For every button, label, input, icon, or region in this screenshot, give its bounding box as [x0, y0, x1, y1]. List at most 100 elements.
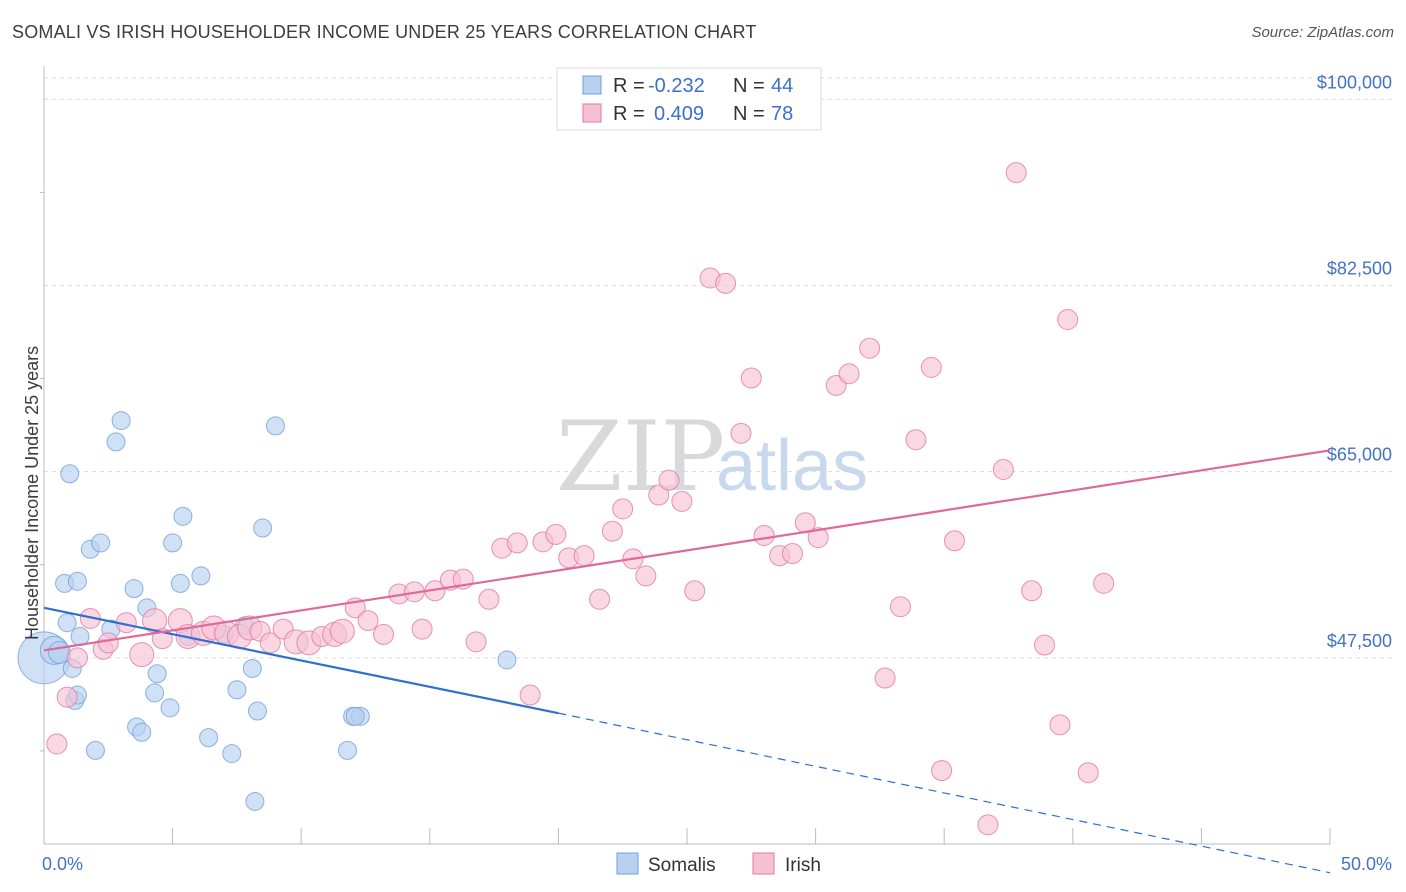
irish-point-44 [601, 520, 623, 542]
y-tick-label-2: $82,500 [1327, 258, 1392, 278]
irish-point-37 [506, 532, 528, 554]
legend-somalis-n-label: N = [733, 75, 765, 97]
irish-point-18 [259, 632, 281, 654]
somalis-point-28 [191, 566, 211, 586]
watermark: ZIP atlas [556, 401, 868, 513]
irish-point-77 [1077, 762, 1099, 784]
somalis-point-14 [106, 432, 126, 452]
somalis-point-8 [60, 464, 80, 484]
somalis-point-43 [345, 706, 365, 726]
bottom-legend-somalis: Somalis [648, 855, 716, 876]
legend-somalis-r-value: -0.232 [648, 75, 705, 97]
irish-point-48 [648, 484, 670, 506]
irish-point-45 [612, 498, 634, 520]
somalis-point-12 [85, 740, 105, 760]
irish-point-43 [589, 588, 611, 610]
grid [44, 77, 1392, 659]
x-tick-label-1: 50.0% [1341, 854, 1392, 874]
somalis-point-21 [145, 683, 165, 703]
irish-point-70 [977, 814, 999, 836]
legend-irish-r-value: 0.409 [654, 103, 704, 125]
irish-point-2 [66, 647, 88, 669]
irish-point-5 [97, 632, 119, 654]
irish-point-7 [129, 642, 155, 668]
irish-point-68 [931, 760, 953, 782]
irish-point-50 [671, 490, 693, 512]
somalis-point-4 [57, 613, 77, 633]
irish-point-58 [781, 543, 803, 565]
somalis-point-39 [337, 740, 357, 760]
legend-irish-r-label: R = [613, 103, 645, 125]
x-tick-label-0: 0.0% [42, 854, 83, 874]
legend-swatch-somalis [582, 75, 602, 95]
irish-point-73 [1021, 580, 1043, 602]
irish-point-47 [635, 565, 657, 587]
irish-point-53 [715, 272, 737, 294]
somalis-point-19 [132, 722, 152, 742]
somalis-point-36 [253, 518, 273, 538]
bottom-legend-swatch-somalis [616, 852, 639, 875]
somalis-point-2 [47, 641, 71, 664]
irish-point-38 [519, 684, 541, 706]
irish-point-56 [753, 524, 775, 546]
irish-point-30 [411, 618, 433, 640]
somalis-point-23 [160, 698, 180, 718]
legend-swatch-irish [582, 103, 602, 123]
irish-point-60 [807, 527, 829, 549]
irish-point-51 [684, 580, 706, 602]
irish-point-76 [1057, 309, 1079, 331]
somalis-point-37 [245, 791, 265, 811]
irish-point-69 [943, 530, 965, 552]
irish-point-67 [920, 356, 942, 378]
legend-irish-n-value: 78 [771, 103, 793, 125]
bottom-legend-irish: Irish [785, 855, 821, 876]
irish-point-75 [1049, 714, 1071, 736]
irish-point-62 [838, 363, 860, 385]
chart-title: SOMALI VS IRISH HOUSEHOLDER INCOME UNDER… [12, 22, 757, 42]
irish-trend-line [43, 449, 1331, 652]
irish-point-34 [465, 631, 487, 653]
irish-point-42 [573, 545, 595, 567]
y-tick-label-3: $100,000 [1317, 72, 1392, 92]
irish-point-54 [730, 422, 752, 444]
bottom-legend-swatch-irish [752, 852, 775, 875]
irish-point-49 [658, 469, 680, 491]
irish-point-26 [357, 610, 379, 632]
irish-point-74 [1034, 634, 1056, 656]
chart-source: Source: ZipAtlas.com [1251, 24, 1394, 41]
somalis-point-13 [91, 533, 111, 553]
somalis-trend-line [43, 606, 559, 715]
irish-point-63 [859, 337, 881, 359]
legend-irish-n-label: N = [733, 103, 765, 125]
irish-point-0 [46, 733, 68, 755]
y-axis-label: Householder Income Under 25 years [22, 346, 42, 640]
irish-point-65 [889, 596, 911, 618]
irish-point-27 [373, 623, 395, 645]
somalis-point-42 [497, 650, 517, 670]
somalis-point-34 [242, 658, 262, 678]
y-tick-label-1: $65,000 [1327, 445, 1392, 465]
irish-point-71 [992, 459, 1014, 481]
irish-point-40 [545, 523, 567, 545]
legend-somalis-r-label: R = [613, 75, 645, 97]
somalis-point-17 [124, 579, 144, 599]
somalis-point-29 [199, 728, 219, 748]
irish-point-35 [478, 588, 500, 610]
irish-point-1 [56, 686, 78, 708]
somalis-point-26 [173, 506, 193, 526]
irish-point-78 [1093, 572, 1115, 594]
somalis-point-32 [227, 680, 247, 700]
axes: $47,500 $65,000 $82,500 $100,000 0.0% 50.0% [40, 66, 1392, 874]
somalis-point-25 [170, 573, 190, 593]
somalis-point-22 [147, 664, 167, 684]
somalis-point-31 [222, 744, 242, 764]
irish-point-55 [740, 367, 762, 389]
irish-point-24 [329, 618, 355, 644]
somalis-point-35 [247, 701, 267, 721]
irish-point-64 [874, 667, 896, 689]
legend: R = -0.232 N = 44 R = 0.409 N = 78 [556, 67, 822, 131]
y-tick-label-0: $47,500 [1327, 631, 1392, 651]
somalis-point-9 [67, 571, 87, 591]
bottom-legend: Somalis Irish [616, 852, 821, 876]
